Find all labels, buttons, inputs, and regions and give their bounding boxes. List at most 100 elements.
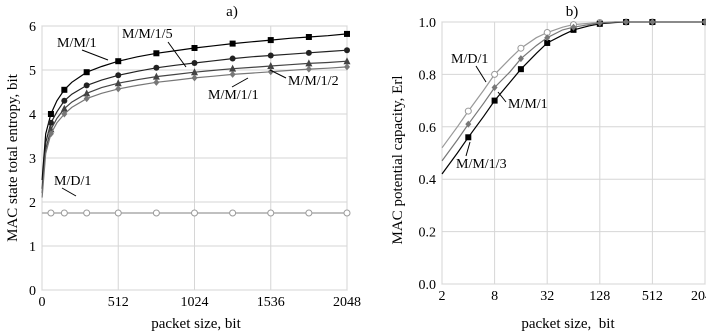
panel-a-point-m-m-1-1 (344, 63, 350, 71)
panel-b-y-tick-label: 1.0 (419, 16, 437, 31)
panel-a-leader-m-m-1-1 (231, 77, 249, 88)
panel-b-leader-m-d-1 (475, 65, 487, 83)
panel-b-series-label-m-m-1-3: M/M/1/3 (456, 157, 507, 172)
panel-b-ticks: 2 8 32 128 512 2048 0.0 0.2 0.4 0.6 0.8 1.0 (419, 16, 706, 304)
panel-a-point-m-m-1-5 (61, 97, 68, 104)
panel-b-y-tick-label: 0.0 (419, 278, 437, 293)
panel-a-point-m-m-1-2 (191, 68, 198, 76)
panel-a-series-label-m-m-1: M/M/1 (57, 36, 97, 51)
panel-b-point-m-m-1-3 (517, 55, 524, 63)
panel-a-point-m-m-1-5 (229, 55, 236, 62)
panel-a-point-m-m-1 (83, 69, 90, 76)
panel-a-y-tick-label: 3 (29, 152, 36, 167)
panel-a-y-tick-label: 5 (29, 64, 36, 79)
panel-a-point-m-m-1-1 (61, 110, 68, 118)
panel-a-point-m-m-1 (267, 37, 274, 44)
panel-a-series-label-m-m-1-5: M/M/1/5 (122, 27, 173, 42)
panel-a-point-m-d-1 (47, 209, 55, 217)
panel-a-point-m-m-1-1 (267, 68, 274, 76)
panel-a-x-tick-label: 2048 (333, 295, 361, 310)
panel-a-x-tick-label: 1536 (257, 295, 285, 310)
panel-a-x-tick-label: 512 (108, 295, 129, 310)
panel-a-x-axis-label: packet size, bit (151, 316, 241, 332)
panel-a-grid (41, 25, 348, 291)
panel-a-point-m-m-1-1 (153, 78, 160, 86)
panel-b-y-axis-label: MAC potential capacity, Erl (390, 76, 406, 245)
panel-a-point-m-m-1 (47, 111, 54, 117)
panel-b-labels: M/D/1 M/M/1 M/M/1/3 (451, 52, 548, 172)
panel-a-leader-m-m-1 (81, 49, 109, 61)
panel-b-series-label-m-d-1: M/D/1 (451, 52, 488, 67)
panel-a-point-m-m-1-5 (47, 119, 54, 126)
panel-b-point-m-m-1-3 (649, 18, 656, 26)
panel-a-entropy-chart: 0 512 1024 1536 2048 0 1 2 3 4 5 6 a) packet size, … (5, 4, 361, 332)
panel-a-point-m-m-1-2 (83, 89, 91, 97)
panel-b-x-tick-label: 2 (439, 289, 446, 304)
panel-a-y-tick-label: 2 (29, 196, 36, 211)
panel-a-point-m-d-1 (83, 209, 91, 217)
panel-a-point-m-m-1-5 (305, 49, 312, 56)
panel-b-y-tick-label: 0.2 (419, 226, 437, 241)
panel-a-point-m-m-1 (229, 40, 236, 47)
panel-a-point-m-m-1 (153, 50, 160, 57)
panel-a-point-m-d-1 (114, 209, 122, 217)
panel-a-point-m-m-1-5 (83, 82, 90, 89)
panel-a-point-m-m-1-1 (229, 70, 236, 78)
panel-a-point-m-m-1-5 (344, 47, 350, 54)
panel-b-x-tick-label: 128 (589, 289, 610, 304)
panel-a-point-m-d-1 (191, 209, 198, 217)
panel-a-y-tick-label: 4 (29, 108, 36, 123)
panel-b-series-line-m-m-1-3 (441, 21, 705, 162)
panel-a-ticks: 0 512 1024 1536 2048 0 1 2 3 4 5 6 (29, 20, 361, 310)
panel-b-series (441, 18, 706, 175)
panel-a-y-tick-label: 0 (29, 284, 36, 299)
panel-b-x-tick-label: 32 (540, 289, 554, 304)
panel-a-point-m-m-1-1 (115, 85, 122, 93)
panel-a-point-m-m-1 (115, 58, 122, 65)
panel-a-point-m-m-1-5 (267, 52, 274, 59)
panel-b-series-label-m-m-1: M/M/1 (508, 97, 548, 112)
panel-a-point-m-m-1-2 (267, 62, 275, 70)
panel-a-point-m-d-1 (152, 209, 160, 217)
panel-a-point-m-m-1-5 (115, 72, 122, 79)
panel-a-y-axis-label: MAC state total entropy, bit (5, 73, 21, 242)
panel-b-y-tick-label: 0.6 (419, 121, 437, 136)
panel-a-point-m-m-1-1 (83, 95, 90, 103)
panel-a-y-tick-label: 1 (29, 240, 36, 255)
panel-b-leader-m-m-1-3 (465, 141, 471, 157)
panel-b-x-axis-label: packet size, bit (521, 316, 615, 332)
panel-b-point-m-m-1 (517, 66, 524, 73)
panel-a-leader-m-d-1 (61, 187, 77, 197)
panel-a-series-label-m-m-1-2: M/M/1/2 (288, 74, 339, 89)
panel-b-point-m-m-1 (544, 39, 551, 46)
panel-b-point-m-m-1-3 (702, 18, 706, 26)
panel-a-point-m-m-1-2 (114, 79, 122, 87)
panel-b-point-m-m-1-3 (465, 120, 472, 128)
panel-b-x-tick-label: 8 (491, 289, 498, 304)
panel-a-point-m-m-1-2 (152, 72, 160, 80)
panel-a-leader-m-m-1-2 (269, 69, 287, 79)
panel-b-point-m-d-1 (517, 44, 525, 52)
panel-a-y-tick-label: 6 (29, 20, 36, 35)
panel-a-point-m-d-1 (267, 209, 275, 217)
panel-a-point-m-m-1-2 (229, 64, 237, 72)
panel-b-point-m-m-1-3 (544, 34, 551, 42)
panel-a-labels: M/M/1 M/M/1/5 M/M/1/2 M/M/1/1 M/D/1 (54, 27, 339, 197)
panel-b-title: b) (566, 4, 579, 20)
panel-b-y-tick-label: 0.4 (419, 173, 437, 188)
panel-a-series-label-m-m-1-1: M/M/1/1 (208, 88, 259, 103)
panel-b-point-m-m-1-3 (491, 84, 498, 91)
panel-b-x-tick-label: 2048 (691, 289, 706, 304)
panel-b-point-m-d-1 (491, 70, 499, 78)
panel-b-point-m-m-1 (491, 97, 498, 104)
panel-a-point-m-m-1-1 (47, 130, 54, 138)
panel-b-point-m-m-1-3 (596, 19, 603, 27)
panel-b-x-tick-label: 512 (642, 289, 663, 304)
panel-a-point-m-m-1-2 (60, 104, 68, 112)
panel-b-leader-m-m-1 (497, 91, 507, 103)
panel-a-point-m-m-1-1 (305, 65, 312, 73)
panel-a-point-m-d-1 (229, 209, 237, 217)
panel-a-point-m-m-1-5 (153, 64, 160, 71)
panel-a-point-m-d-1 (343, 209, 351, 217)
